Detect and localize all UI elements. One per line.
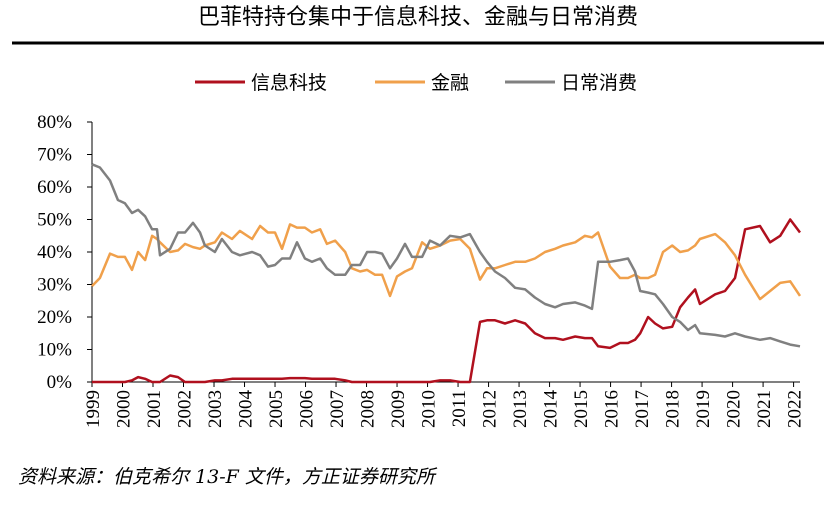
x-tick-label: 2013 [510,390,531,428]
y-tick-label: 0% [47,372,73,393]
x-tick-label: 2022 [785,390,806,428]
x-tick-label: 2016 [602,390,623,428]
y-tick-label: 70% [37,145,72,166]
x-tick-label: 2021 [754,390,775,428]
x-tick-label: 2004 [236,390,257,429]
x-tick-label: 2000 [114,390,135,428]
x-tick-label: 2011 [449,390,470,427]
x-tick-label: 2006 [297,390,318,428]
x-tick-label: 2018 [663,390,684,428]
y-tick-label: 50% [37,210,72,231]
x-tick-label: 1999 [83,390,104,428]
y-tick-label: 30% [37,275,72,296]
y-tick-label: 10% [37,340,72,361]
y-tick-label: 20% [37,307,72,328]
x-tick-label: 2001 [144,390,165,428]
legend-label: 金融 [431,72,469,94]
y-tick-label: 60% [37,177,72,198]
source-note: 资料来源：伯克希尔 13-F 文件，方正证券研究所 [18,466,438,488]
x-tick-label: 2019 [693,390,714,428]
series-line [92,218,801,384]
x-tick-label: 2007 [327,390,348,428]
x-tick-label: 2009 [388,390,409,428]
chart-title: 巴菲特持仓集中于信息科技、金融与日常消费 [198,5,638,30]
y-tick-label: 80% [37,112,72,133]
x-tick-label: 2015 [571,390,592,428]
x-tick-label: 2008 [358,390,379,428]
series-line [91,223,802,301]
x-tick-label: 2003 [205,390,226,428]
legend-label: 日常消费 [561,72,637,94]
legend-label: 信息科技 [251,72,327,94]
x-tick-label: 2005 [266,390,287,428]
y-tick-label: 40% [37,242,72,263]
x-tick-label: 2010 [419,390,440,428]
x-tick-label: 2002 [175,390,196,428]
x-tick-label: 2012 [480,390,501,428]
series-line [91,163,801,348]
x-tick-label: 2014 [541,390,562,429]
x-tick-label: 2017 [632,390,653,428]
x-tick-label: 2020 [724,390,745,428]
